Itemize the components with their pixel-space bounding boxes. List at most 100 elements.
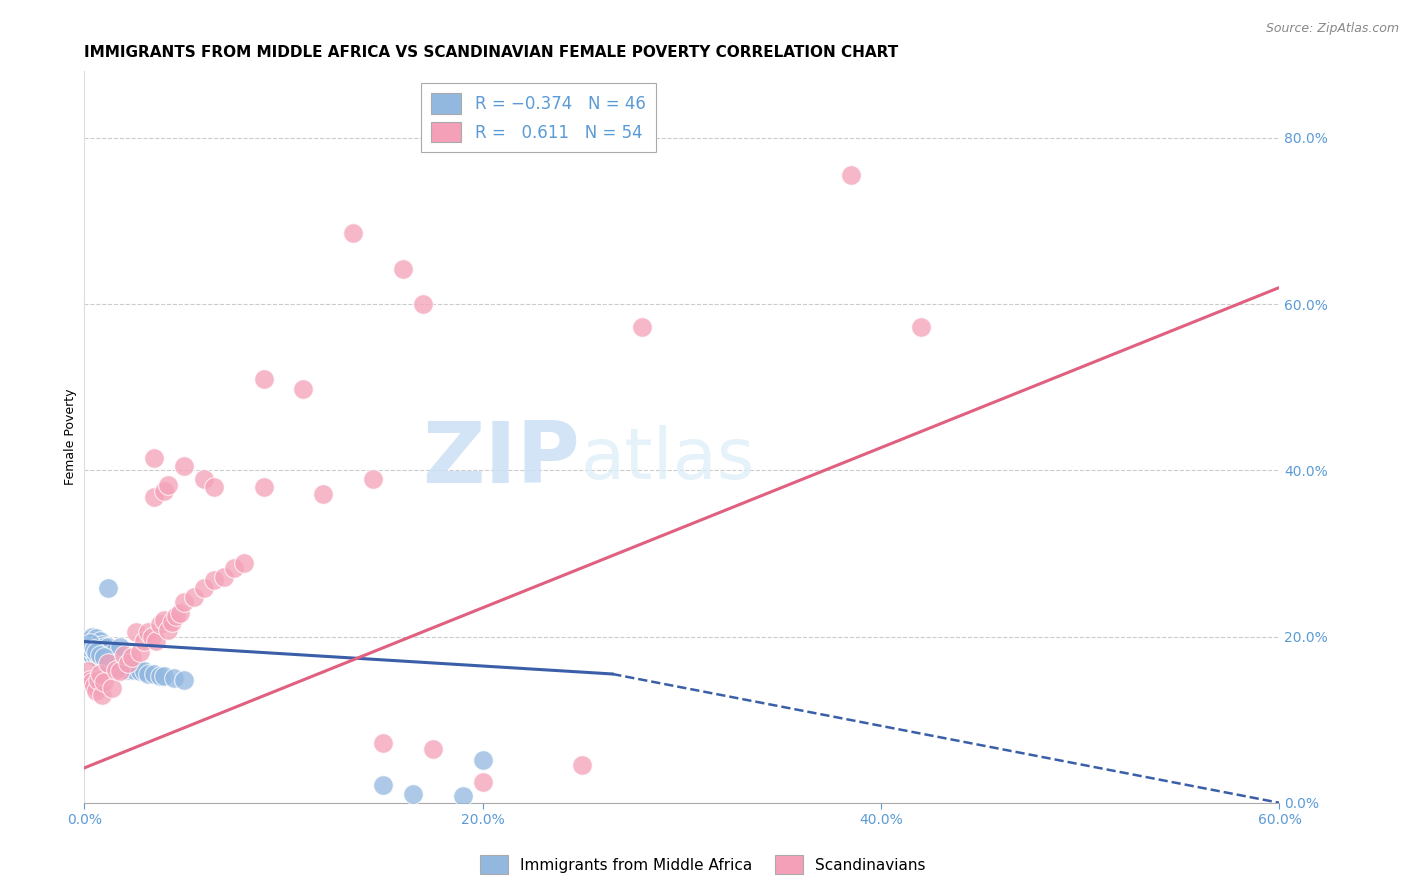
Point	[143, 490, 166, 504]
Point	[83, 642, 105, 657]
Point	[412, 297, 434, 311]
Point	[97, 658, 120, 673]
Point	[89, 648, 111, 662]
Point	[222, 561, 245, 575]
Point	[105, 658, 128, 673]
Point	[202, 573, 225, 587]
Legend: R = −0.374   N = 46, R =   0.611   N = 54: R = −0.374 N = 46, R = 0.611 N = 54	[422, 83, 655, 153]
Point	[143, 667, 166, 681]
Point	[83, 680, 105, 694]
Point	[153, 669, 176, 683]
Point	[173, 673, 195, 687]
Point	[129, 644, 152, 658]
Point	[371, 777, 394, 792]
Point	[157, 478, 180, 492]
Point	[121, 650, 143, 665]
Point	[89, 633, 111, 648]
Point	[631, 320, 654, 334]
Point	[129, 665, 152, 679]
Point	[165, 608, 187, 623]
Point	[371, 736, 394, 750]
Point	[83, 646, 105, 660]
Point	[87, 638, 110, 652]
Point	[157, 623, 180, 637]
Point	[82, 675, 104, 690]
Point	[79, 646, 101, 660]
Point	[143, 450, 166, 465]
Point	[101, 656, 124, 670]
Point	[82, 648, 104, 662]
Point	[77, 642, 100, 657]
Point	[253, 372, 276, 386]
Point	[342, 227, 364, 241]
Point	[110, 661, 132, 675]
Y-axis label: Female Poverty: Female Poverty	[65, 389, 77, 485]
Point	[471, 753, 494, 767]
Text: ZIP: ZIP	[423, 417, 581, 500]
Point	[105, 663, 128, 677]
Point	[145, 633, 167, 648]
Point	[253, 480, 276, 494]
Point	[169, 607, 191, 621]
Point	[79, 633, 101, 648]
Point	[117, 656, 139, 670]
Point	[173, 594, 195, 608]
Point	[132, 665, 156, 679]
Point	[112, 648, 135, 662]
Point	[86, 683, 108, 698]
Point	[183, 590, 205, 604]
Point	[451, 789, 474, 804]
Legend: Immigrants from Middle Africa, Scandinavians: Immigrants from Middle Africa, Scandinav…	[474, 849, 932, 880]
Point	[193, 472, 215, 486]
Point	[312, 486, 335, 500]
Point	[212, 570, 235, 584]
Point	[136, 667, 159, 681]
Point	[402, 788, 425, 802]
Point	[79, 673, 101, 687]
Text: Source: ZipAtlas.com: Source: ZipAtlas.com	[1265, 22, 1399, 36]
Text: atlas: atlas	[581, 425, 755, 493]
Point	[422, 741, 444, 756]
Point	[89, 653, 111, 667]
Point	[91, 688, 114, 702]
Point	[86, 644, 108, 658]
Point	[97, 582, 120, 596]
Point	[86, 650, 108, 665]
Point	[149, 669, 172, 683]
Point	[160, 615, 183, 629]
Point	[77, 640, 100, 654]
Point	[87, 673, 110, 687]
Point	[93, 650, 115, 665]
Point	[93, 640, 115, 654]
Point	[103, 644, 125, 658]
Point	[361, 472, 384, 486]
Point	[91, 638, 114, 652]
Point	[392, 262, 415, 277]
Point	[93, 655, 115, 669]
Point	[910, 320, 932, 334]
Point	[83, 633, 105, 648]
Point	[89, 667, 111, 681]
Point	[471, 775, 494, 789]
Point	[122, 663, 145, 677]
Point	[97, 640, 120, 654]
Point	[125, 625, 148, 640]
Point	[110, 640, 132, 654]
Point	[571, 758, 593, 772]
Point	[86, 632, 108, 646]
Point	[173, 459, 195, 474]
Point	[77, 633, 100, 648]
Point	[87, 648, 110, 662]
Point	[132, 633, 156, 648]
Point	[163, 671, 186, 685]
Point	[232, 557, 254, 571]
Point	[101, 681, 124, 695]
Point	[153, 484, 176, 499]
Point	[82, 630, 104, 644]
Point	[112, 661, 135, 675]
Point	[77, 665, 100, 679]
Point	[93, 675, 115, 690]
Point	[79, 636, 101, 650]
Point	[149, 617, 172, 632]
Point	[202, 480, 225, 494]
